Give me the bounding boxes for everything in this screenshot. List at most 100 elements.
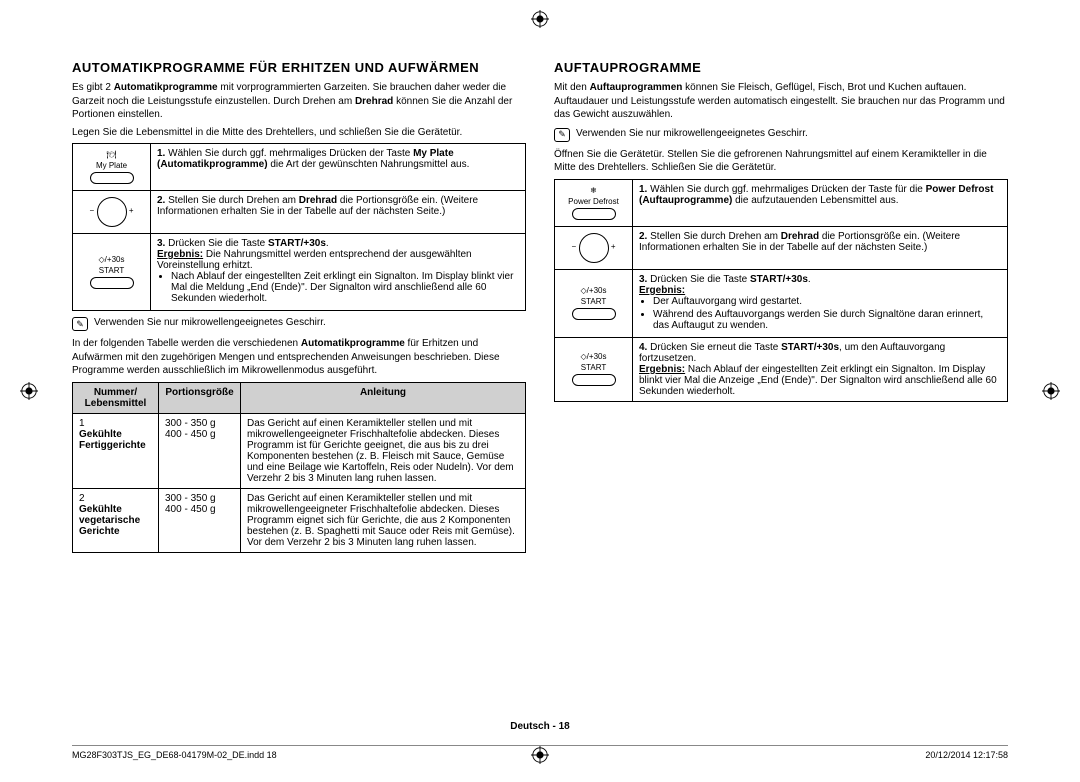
right-heading: AUFTAUPROGRAMME [554,60,1008,75]
cell: 300 - 350 g [165,493,216,504]
icon-start-cell: ◇/+30s START [555,269,633,337]
text: Stellen Sie durch Drehen am [168,195,299,206]
right-steps-table: ❄ Power Defrost 1. Wählen Sie durch ggf.… [554,179,1008,402]
left-programs-table: Nummer/ Lebensmittel Portionsgröße Anlei… [72,382,526,553]
cell: Das Gericht auf einen Keramikteller stel… [241,488,526,552]
registration-mark-icon [531,10,549,28]
left-steps-table: 🍽 My Plate 1. Wählen Sie durch ggf. mehr… [72,143,526,311]
text-bold: START/+30s [781,342,839,353]
cell-bold: Gekühlte Fertiggerichte [79,429,146,451]
dial-icon [579,233,609,263]
right-p2: Öffnen Sie die Gerätetür. Stellen Sie di… [554,148,1008,175]
plate-icon: 🍽 [106,150,116,159]
cell: 300 - 350 g [165,418,216,429]
page-footer: Deutsch - 18 [0,721,1080,732]
dial-icon [97,197,127,227]
icon-myplate-cell: 🍽 My Plate [73,144,151,191]
registration-mark-icon [1042,382,1060,400]
step-number: 3. [639,274,647,285]
step2-cell: 2. Stellen Sie durch Drehen am Drehrad d… [633,226,1008,269]
text-bold: START/+30s [268,238,326,249]
step1-cell: 1. Wählen Sie durch ggf. mehrmaliges Drü… [633,179,1008,226]
text: Drücken Sie die Taste [168,238,268,249]
print-mark-bar: MG28F303TJS_EG_DE68-04179M-02_DE.indd 18… [72,745,1008,760]
button-shape-icon [90,172,134,184]
step3-cell: 3. Drücken Sie die Taste START/+30s. Erg… [633,269,1008,337]
bullet: Nach Ablauf der eingestellten Zeit erkli… [171,271,519,304]
icon-label: START [581,363,606,372]
icon-dial-cell [73,191,151,234]
cell: 1 [79,418,85,429]
table-row: 2Gekühlte vegetarische Gerichte 300 - 35… [73,488,526,552]
text: +30s [589,286,607,295]
icon-start-cell: ◇/+30s START [555,337,633,401]
text: Mit den [554,82,590,93]
table-row: 1Gekühlte Fertiggerichte 300 - 350 g400 … [73,413,526,488]
left-intro: Es gibt 2 Automatikprogramme mit vorprog… [72,81,526,122]
button-shape-icon [572,308,616,320]
step-number: 2. [639,231,647,242]
step3-cell: 3. Drücken Sie die Taste START/+30s. Erg… [151,234,526,311]
cell: Das Gericht auf einen Keramikteller stel… [241,413,526,488]
note-box: ✎ Verwenden Sie nur mikrowellengeeignete… [554,128,1008,142]
text: Die Nahrungsmittel werden entsprechend d… [157,249,472,271]
print-timestamp: 20/12/2014 12:17:58 [925,750,1008,760]
button-shape-icon [572,208,616,220]
text-bold: Automatikprogramme [114,82,218,93]
print-file: MG28F303TJS_EG_DE68-04179M-02_DE.indd 18 [72,750,277,760]
note-icon: ✎ [72,317,88,331]
step-number: 2. [157,195,165,206]
step4-cell: 4. Drücken Sie erneut die Taste START/+3… [633,337,1008,401]
cell: 2 [79,493,85,504]
step2-cell: 2. Stellen Sie durch Drehen am Drehrad d… [151,191,526,234]
text-bold: START/+30s [750,274,808,285]
text-bold: Automatikprogramme [301,338,405,349]
note-box: ✎ Verwenden Sie nur mikrowellengeeignete… [72,317,526,331]
text-bold: Auftauprogrammen [590,82,683,93]
icon-start-cell: ◇/+30s START [73,234,151,311]
th-number: Nummer/ Lebensmittel [73,382,159,413]
cell: 400 - 450 g [165,429,216,440]
note-icon: ✎ [554,128,570,142]
cell: 400 - 450 g [165,504,216,515]
note-text: Verwenden Sie nur mikrowellengeeignetes … [94,317,326,328]
right-intro: Mit den Auftauprogrammen können Sie Flei… [554,81,1008,122]
left-p2: Legen Sie die Lebensmittel in die Mitte … [72,126,526,140]
result-label: Ergebnis: [157,249,203,260]
text: Nach Ablauf der eingestellten Zeit erkli… [639,364,997,397]
left-column: AUTOMATIKPROGRAMME FÜR ERHITZEN UND AUFW… [72,60,526,553]
text: Stellen Sie durch Drehen am [650,231,781,242]
registration-mark-icon [20,382,38,400]
text: Es gibt 2 [72,82,114,93]
text: . [326,238,329,249]
step-number: 4. [639,342,647,353]
text: Drücken Sie die Taste [650,274,750,285]
icon-defrost-cell: ❄ Power Defrost [555,179,633,226]
start-icon: ◇/+30s [99,255,125,264]
text: In der folgenden Tabelle werden die vers… [72,338,301,349]
step1-cell: 1. Wählen Sie durch ggf. mehrmaliges Drü… [151,144,526,191]
icon-dial-cell [555,226,633,269]
bullet: Während des Auftauvorgangs werden Sie du… [653,309,1001,331]
step-number: 3. [157,238,165,249]
bullet: Der Auftauvorgang wird gestartet. [653,296,1001,307]
start-icon: ◇/+30s [581,352,607,361]
text: die Art der gewünschten Nahrungsmittel a… [268,159,470,170]
icon-label: START [581,297,606,306]
button-shape-icon [572,374,616,386]
text-bold: Drehrad [355,96,393,107]
text: Drücken Sie erneut die Taste [650,342,781,353]
text-bold: Drehrad [299,195,337,206]
icon-label: START [99,266,124,275]
text: . [808,274,811,285]
text: Wählen Sie durch ggf. mehrmaliges Drücke… [650,184,926,195]
result-label: Ergebnis: [639,285,685,296]
left-heading: AUTOMATIKPROGRAMME FÜR ERHITZEN UND AUFW… [72,60,526,75]
cell-bold: Gekühlte vegetarische Gerichte [79,504,140,537]
text: Wählen Sie durch ggf. mehrmaliges Drücke… [168,148,413,159]
text-bold: Drehrad [781,231,819,242]
th-instructions: Anleitung [241,382,526,413]
right-column: AUFTAUPROGRAMME Mit den Auftauprogrammen… [554,60,1008,553]
step-number: 1. [157,148,165,159]
snowflake-icon: ❄ [590,186,597,195]
